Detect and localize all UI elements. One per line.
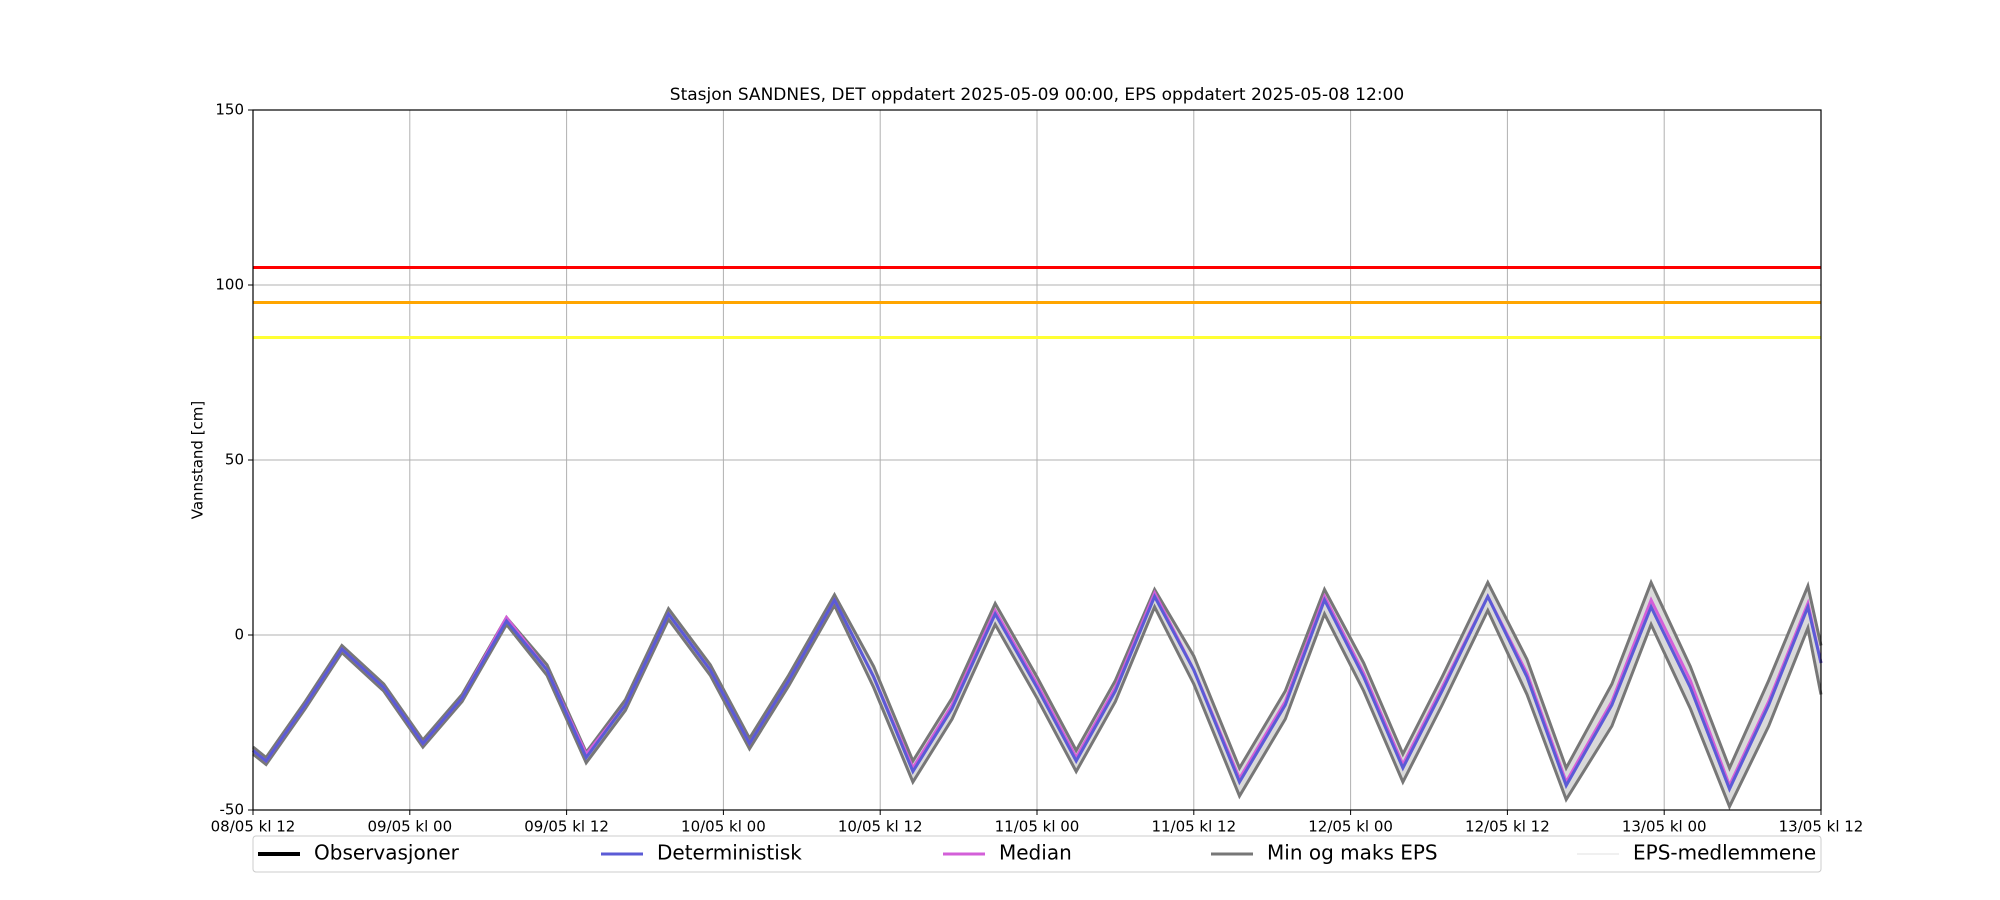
- eps-band: [253, 582, 1821, 807]
- y-tick-label: 100: [215, 276, 244, 294]
- x-tick-label: 11/05 kl 12: [1151, 818, 1236, 836]
- x-tick-label: 08/05 kl 12: [211, 818, 296, 836]
- x-tick-label: 11/05 kl 00: [995, 818, 1080, 836]
- x-tick-label: 09/05 kl 00: [367, 818, 452, 836]
- series-line: [252, 592, 1823, 793]
- x-tick-label: 13/05 kl 00: [1622, 818, 1707, 836]
- plot-area: [252, 109, 1823, 811]
- legend-label: Median: [999, 841, 1072, 865]
- legend-label: Deterministisk: [657, 841, 802, 865]
- y-tick-label: -50: [220, 801, 245, 819]
- y-tick-label: 50: [225, 451, 244, 469]
- legend-label: Observasjoner: [314, 841, 460, 865]
- x-tick-label: 10/05 kl 00: [681, 818, 766, 836]
- chart-title: Stasjon SANDNES, DET oppdatert 2025-05-0…: [670, 85, 1404, 105]
- y-tick-label: 0: [234, 626, 244, 644]
- legend-box: [252, 835, 1822, 873]
- x-tick-label: 13/05 kl 12: [1779, 818, 1864, 836]
- y-axis-label: Vannstand [cm]: [189, 401, 207, 520]
- x-tick-label: 12/05 kl 12: [1465, 818, 1550, 836]
- y-tick-label: 150: [215, 101, 244, 119]
- x-tick-label: 12/05 kl 00: [1308, 818, 1393, 836]
- legend-label: Min og maks EPS: [1267, 841, 1438, 865]
- eps-min-line: [252, 602, 1823, 811]
- legend-label: EPS-medlemmene: [1633, 841, 1816, 865]
- x-tick-label: 09/05 kl 12: [524, 818, 609, 836]
- x-tick-label: 10/05 kl 12: [838, 818, 923, 836]
